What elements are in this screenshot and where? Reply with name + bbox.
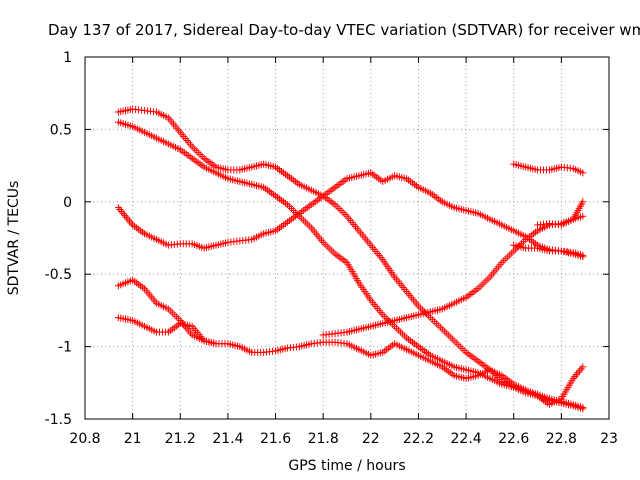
data-point [577,365,585,373]
x-tick-label: 21.2 [165,431,196,447]
data-point [579,251,587,259]
data-point [119,209,127,217]
data-point [579,198,587,206]
y-tick-label: 0 [63,195,72,211]
x-tick-label: 22.4 [451,431,482,447]
y-tick-label: -0.5 [45,267,72,283]
data-point [212,340,220,348]
x-tick-label: 20.8 [69,431,100,447]
grid-lines [84,56,610,420]
plot-frame [84,56,610,420]
y-tick-label: 0.5 [50,122,72,138]
data-point [572,371,580,379]
x-tick-label: 22.6 [498,431,529,447]
x-tick-label: 21 [124,431,142,447]
data-point [576,367,584,375]
x-tick-label: 21.8 [308,431,339,447]
data-points [114,105,587,413]
x-tick-label: 21.4 [212,431,243,447]
chart-title: Day 137 of 2017, Sidereal Day-to-day VTE… [48,21,640,39]
data-point [121,211,129,219]
data-point [118,207,126,215]
data-point [579,363,587,371]
data-point [579,403,587,411]
data-point [125,217,133,225]
data-point [124,215,132,223]
x-tick-label: 23 [600,431,618,447]
x-tick-label: 22.2 [403,431,434,447]
x-tick-label: 21.6 [260,431,291,447]
data-point [127,219,135,227]
x-tick-label: 22 [362,431,380,447]
y-axis-label: SDTVAR / TECUs [6,181,22,296]
tick-labels: 20.8 21 21.2 21.4 21.6 21.8 22 22.2 22.4 22.6 22.8… [45,50,618,447]
data-point [574,369,582,377]
y-tick-label: -1 [58,340,72,356]
x-tick-label: 22.8 [546,431,577,447]
y-tick-label: -1.5 [45,412,72,428]
data-point [116,206,124,214]
x-axis-label: GPS time / hours [288,458,405,474]
data-point [122,213,130,221]
data-point [579,212,587,220]
data-point [579,169,587,177]
data-point [114,204,122,212]
y-tick-label: 1 [63,50,72,66]
